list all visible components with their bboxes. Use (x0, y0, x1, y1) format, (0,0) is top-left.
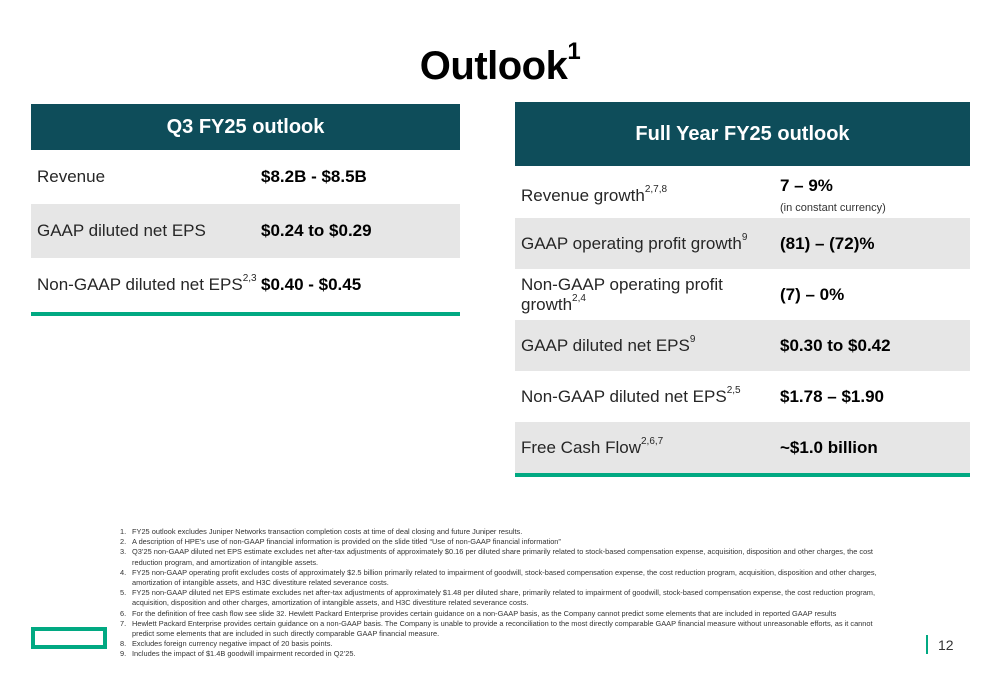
footnote: 6. For the definition of free cash flow s… (120, 609, 890, 619)
footnote: 7. Hewlett Packard Enterprise provides ce… (120, 619, 890, 639)
q3-row-gaap-eps: GAAP diluted net EPS $0.24 to $0.29 (31, 204, 460, 258)
row-label: GAAP diluted net EPS (31, 221, 261, 241)
footnote-number: 7. (120, 618, 127, 628)
footnote-text: FY25 non-GAAP operating profit excludes … (132, 567, 877, 588)
footnote-text: For the definition of free cash flow see… (132, 608, 837, 618)
footnote-text: Includes the impact of $1.4B goodwill im… (132, 649, 356, 659)
page-title-text: Outlook (419, 44, 568, 88)
row-value: 7 – 9% (780, 176, 833, 195)
footnote: 5. FY25 non-GAAP diluted net EPS estimate… (120, 588, 890, 608)
fy-row-gaap-op-profit: GAAP operating profit growth9 (81) – (72… (515, 218, 970, 269)
q3-row-non-gaap-eps: Non-GAAP diluted net EPS2,3 $0.40 - $0.4… (31, 258, 460, 312)
footnote-number: 6. (120, 608, 127, 618)
page-title-footnote-ref: 1 (567, 38, 581, 65)
fy-outlook-table: Full Year FY25 outlook Revenue growth2,7… (515, 102, 970, 477)
fy-row-revenue-growth: Revenue growth2,7,8 7 – 9% (in constant … (515, 166, 970, 218)
footnote-number: 1. (120, 527, 127, 536)
footnote-number: 3. (120, 547, 127, 557)
row-label-text: GAAP operating profit growth (521, 233, 742, 253)
fy-row-non-gaap-op-profit: Non-GAAP operating profit growth2,4 (7) … (515, 269, 970, 320)
row-label: Free Cash Flow2,6,7 (515, 435, 780, 458)
footnote-ref: 2,5 (726, 384, 741, 396)
row-value-group: 7 – 9% (in constant currency) (780, 176, 886, 214)
row-label: GAAP operating profit growth9 (515, 231, 780, 254)
table-bottom-rule (31, 312, 460, 316)
row-value-note: (in constant currency) (780, 202, 886, 214)
footnote-ref: 2,7,8 (644, 184, 668, 195)
row-label: Non-GAAP diluted net EPS2,5 (515, 384, 780, 407)
row-label: Revenue growth2,7,8 (515, 176, 780, 206)
q3-outlook-table: Q3 FY25 outlook Revenue $8.2B - $8.5B GA… (31, 104, 460, 316)
footnote-text: Hewlett Packard Enterprise provides cert… (132, 618, 873, 639)
footnote-ref: 2,6,7 (640, 435, 664, 447)
row-value: (7) – 0% (780, 284, 845, 304)
footnote: 8. Excludes foreign currency negative imp… (120, 639, 890, 649)
footnote-ref: 2,3 (242, 273, 257, 284)
fy-row-gaap-eps: GAAP diluted net EPS9 $0.30 to $0.42 (515, 320, 970, 371)
row-label-text: Free Cash Flow (521, 437, 641, 457)
q3-row-revenue: Revenue $8.2B - $8.5B (31, 150, 460, 204)
table-bottom-rule (515, 473, 970, 477)
page-title: Outlook1 (0, 38, 1000, 89)
footnote-number: 8. (120, 639, 127, 649)
footnote-number: 9. (120, 649, 127, 659)
footnote-ref: 9 (689, 333, 696, 345)
row-label-text: Non-GAAP operating profit growth (521, 274, 723, 314)
row-label-text: GAAP diluted net EPS (521, 335, 690, 355)
footnote-text: A description of HPE’s use of non-GAAP f… (132, 537, 561, 547)
row-value: ~$1.0 billion (780, 437, 878, 457)
footnote-ref: 2,4 (572, 292, 586, 304)
fy-outlook-header: Full Year FY25 outlook (515, 102, 970, 166)
row-value: $0.40 - $0.45 (261, 275, 362, 294)
footnote: 3. Q3’25 non-GAAP diluted net EPS estimat… (120, 547, 890, 567)
footnote-text: FY25 non-GAAP diluted net EPS estimate e… (132, 588, 876, 608)
footnote-number: 2. (120, 537, 127, 547)
footnote-ref: 9 (741, 231, 748, 243)
row-label: Non-GAAP operating profit growth2,4 (515, 275, 780, 315)
row-value: $0.24 to $0.29 (261, 221, 372, 240)
row-label: Revenue (31, 167, 261, 187)
row-value: $0.30 to $0.42 (780, 335, 891, 355)
page-number: 12 (938, 637, 954, 653)
row-label-text: Revenue growth (521, 186, 645, 205)
footnote-number: 4. (120, 567, 127, 577)
row-value: $1.78 – $1.90 (780, 386, 884, 406)
row-label-text: Revenue (37, 167, 106, 186)
q3-outlook-header: Q3 FY25 outlook (31, 104, 460, 150)
row-label-text: GAAP diluted net EPS (37, 221, 206, 240)
fy-row-non-gaap-eps: Non-GAAP diluted net EPS2,5 $1.78 – $1.9… (515, 371, 970, 422)
footnote: 9. Includes the impact of $1.4B goodwill … (120, 649, 890, 659)
footnote-text: FY25 outlook excludes Juniper Networks t… (132, 527, 523, 536)
footnote: 1. FY25 outlook excludes Juniper Networks… (120, 527, 890, 537)
fy-row-free-cash-flow: Free Cash Flow2,6,7 ~$1.0 billion (515, 422, 970, 473)
row-label: GAAP diluted net EPS9 (515, 333, 780, 356)
page-number-divider (926, 635, 928, 654)
row-value: (81) – (72)% (780, 233, 875, 253)
footnote-number: 5. (120, 588, 127, 598)
hpe-logo-icon (31, 627, 107, 649)
row-label-text: Non-GAAP diluted net EPS (37, 275, 243, 294)
row-value: $8.2B - $8.5B (261, 167, 367, 186)
footnotes: 1. FY25 outlook excludes Juniper Networks… (120, 527, 890, 660)
row-label: Non-GAAP diluted net EPS2,3 (31, 273, 261, 295)
footnote: 2. A description of HPE’s use of non-GAAP… (120, 537, 890, 547)
footnote-text: Excludes foreign currency negative impac… (132, 639, 333, 649)
row-label-text: Non-GAAP diluted net EPS (521, 386, 727, 406)
footnote: 4. FY25 non-GAAP operating profit exclude… (120, 568, 890, 588)
footnote-text: Q3’25 non-GAAP diluted net EPS estimate … (132, 547, 873, 567)
